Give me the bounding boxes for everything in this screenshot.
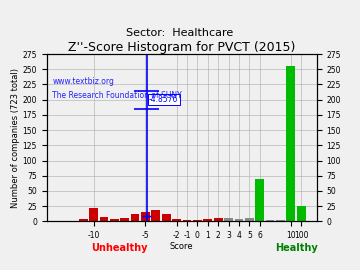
Title: Z''-Score Histogram for PVCT (2015): Z''-Score Histogram for PVCT (2015) bbox=[68, 41, 296, 54]
Bar bbox=[193, 220, 202, 221]
Bar bbox=[172, 219, 181, 221]
Bar bbox=[276, 220, 285, 221]
Bar bbox=[120, 218, 129, 221]
Bar bbox=[131, 214, 139, 221]
Bar bbox=[152, 210, 160, 221]
Bar bbox=[79, 219, 87, 221]
Bar bbox=[141, 212, 150, 221]
X-axis label: Score: Score bbox=[170, 241, 194, 251]
Bar bbox=[255, 179, 264, 221]
Bar bbox=[110, 219, 119, 221]
Text: Unhealthy: Unhealthy bbox=[91, 243, 148, 253]
Text: Sector:  Healthcare: Sector: Healthcare bbox=[126, 28, 234, 38]
Bar bbox=[234, 219, 243, 221]
Bar bbox=[214, 218, 222, 221]
Text: The Research Foundation of SUNY: The Research Foundation of SUNY bbox=[52, 90, 182, 100]
Bar bbox=[162, 214, 171, 221]
Text: Healthy: Healthy bbox=[275, 243, 318, 253]
Bar bbox=[203, 219, 212, 221]
Bar bbox=[89, 208, 98, 221]
Bar bbox=[183, 220, 192, 221]
Text: www.textbiz.org: www.textbiz.org bbox=[52, 77, 114, 86]
Bar bbox=[266, 220, 274, 221]
Bar bbox=[297, 206, 306, 221]
Circle shape bbox=[143, 216, 151, 217]
Y-axis label: Number of companies (723 total): Number of companies (723 total) bbox=[11, 68, 20, 208]
Bar bbox=[245, 218, 254, 221]
Bar bbox=[287, 66, 295, 221]
Bar bbox=[224, 218, 233, 221]
Bar bbox=[99, 217, 108, 221]
Text: -4.8576: -4.8576 bbox=[149, 95, 179, 104]
